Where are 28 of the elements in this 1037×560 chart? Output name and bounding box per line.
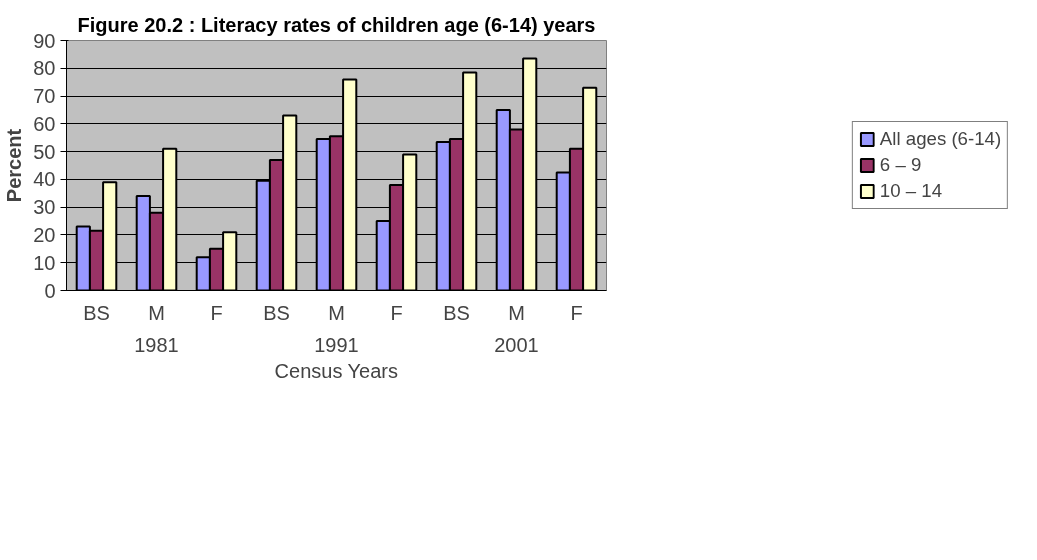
y-tick-label: 0 [44,279,56,302]
x-tick-label: BS [263,301,290,324]
y-tick-label: 20 [33,223,56,246]
y-tick-label: 70 [33,85,56,108]
y-tick-label: 80 [33,57,56,80]
text: 2001 [494,333,539,356]
y-tick-label: 10 [33,251,56,274]
x-tick-label: F [570,301,583,324]
x-tick-label: M [508,301,525,324]
x-axis-title: Census Years [274,359,399,382]
legend-label: 6 – 9 [879,154,922,176]
x-tick-label: BS [83,301,110,324]
y-axis-title: Percent [3,128,26,203]
legend-label: All ages (6-14) [879,128,1002,150]
y-tick-label: 60 [33,112,56,135]
x-tick-label: M [148,301,165,324]
y-tick-label: 40 [33,168,56,191]
y-tick-label: 50 [33,140,56,163]
x-tick-label: F [210,301,223,324]
x-tick-label: F [390,301,403,324]
y-tick-label: 30 [33,196,56,219]
text: 1981 [134,333,179,356]
y-tick-label: 90 [33,29,56,52]
x-tick-label: M [328,301,345,324]
text: 1991 [314,333,359,356]
chart-title: Figure 20.2 : Literacy rates of children age (6-14) years [77,13,596,36]
x-tick-label: BS [443,301,470,324]
legend-label: 10 – 14 [879,180,943,202]
